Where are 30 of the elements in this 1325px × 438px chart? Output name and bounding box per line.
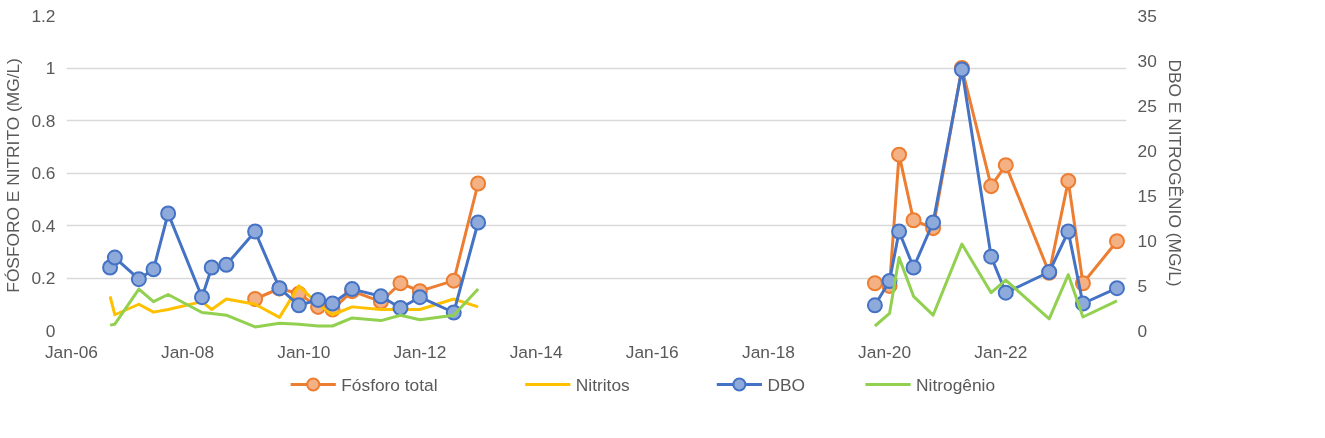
legend-label: Fósforo total [341, 374, 438, 395]
x-tick-label: Jan-10 [277, 341, 331, 362]
y2-tick-label: 5 [1137, 275, 1148, 296]
legend-label: DBO [767, 374, 805, 395]
y-tick-label: 0.4 [31, 215, 56, 236]
x-tick-label: Jan-14 [509, 341, 563, 362]
y-tick-label: 1 [45, 58, 56, 78]
y2-tick-label: 0 [1137, 320, 1148, 341]
y2-tick-label: 35 [1137, 5, 1157, 26]
x-tick-label: Jan-08 [161, 341, 215, 362]
y-axis-title: FÓSFORO E NITRITO (MG/L) [3, 58, 24, 293]
legend-label: Nitritos [575, 374, 631, 395]
y2-axis-title: DBO E NITROGÊNIO (MG/L) [1164, 59, 1185, 287]
x-tick-label: Jan-22 [974, 341, 1028, 362]
y-tick-label: 1.2 [31, 5, 56, 26]
y2-tick-label: 25 [1137, 95, 1157, 116]
x-tick-label: Jan-16 [625, 341, 679, 362]
y2-tick-label: 20 [1137, 140, 1157, 161]
x-tick-label: Jan-20 [858, 341, 912, 362]
x-tick-label: Jan-18 [742, 341, 795, 362]
x-tick-label: Jan-06 [44, 341, 98, 362]
y2-tick-label: 10 [1137, 230, 1157, 251]
y2-tick-label: 30 [1137, 50, 1157, 71]
legend-label: Nitrogênio [916, 374, 996, 395]
y-tick-label: 0.2 [31, 268, 56, 288]
y2-tick-label: 15 [1137, 185, 1157, 206]
y-tick-label: 0 [45, 320, 56, 341]
x-tick-label: Jan-12 [393, 341, 447, 362]
y-tick-label: 0.8 [31, 110, 56, 131]
y-tick-label: 0.6 [31, 163, 56, 183]
